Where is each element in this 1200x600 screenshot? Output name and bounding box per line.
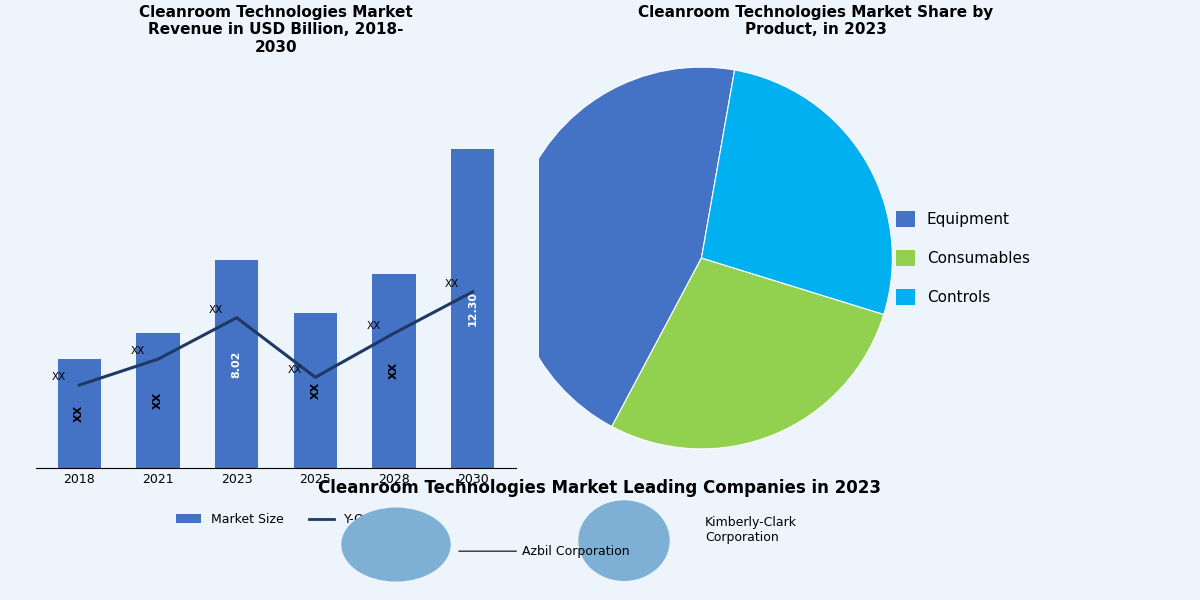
Text: XX: XX: [74, 405, 84, 422]
Ellipse shape: [342, 508, 450, 581]
Ellipse shape: [580, 501, 670, 580]
Text: 8.02: 8.02: [232, 350, 241, 378]
Bar: [294, 313, 337, 468]
Title: Cleanroom Technologies Market Share by
Product, in 2023: Cleanroom Technologies Market Share by P…: [638, 5, 994, 37]
Text: XX: XX: [288, 365, 302, 374]
Text: XX: XX: [311, 382, 320, 399]
Bar: [451, 149, 494, 468]
Text: 12.30: 12.30: [468, 291, 478, 326]
Legend: Market Size, Y-O-Y: Market Size, Y-O-Y: [172, 508, 380, 531]
Text: Azbil Corporation: Azbil Corporation: [458, 545, 630, 557]
Wedge shape: [612, 258, 884, 449]
Text: XX: XX: [445, 279, 460, 289]
Text: Kimberly-Clark
Corporation: Kimberly-Clark Corporation: [706, 516, 797, 544]
Text: XX: XX: [389, 362, 400, 379]
Bar: [137, 333, 180, 468]
Text: Cleanroom Technologies Market Leading Companies in 2023: Cleanroom Technologies Market Leading Co…: [318, 479, 882, 497]
Bar: [215, 260, 258, 468]
Bar: [372, 274, 415, 468]
Text: XX: XX: [52, 373, 66, 382]
Text: XX: XX: [366, 320, 380, 331]
Legend: Equipment, Consumables, Controls: Equipment, Consumables, Controls: [890, 205, 1036, 311]
Title: Cleanroom Technologies Market
Revenue in USD Billion, 2018-
2030: Cleanroom Technologies Market Revenue in…: [139, 5, 413, 55]
Wedge shape: [510, 67, 734, 427]
Text: XX: XX: [152, 392, 163, 409]
Text: XX: XX: [131, 346, 145, 356]
Wedge shape: [702, 70, 893, 314]
Text: XX: XX: [209, 305, 223, 315]
Bar: [58, 359, 101, 468]
